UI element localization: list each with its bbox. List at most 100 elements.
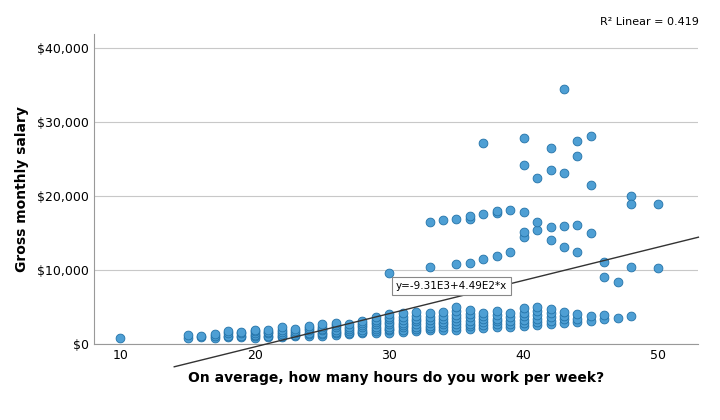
Point	[598, 274, 610, 281]
Point	[545, 224, 557, 231]
Point	[370, 319, 382, 326]
Point	[652, 265, 664, 272]
Point	[289, 330, 301, 337]
Point	[491, 324, 503, 331]
Point	[451, 326, 462, 333]
Point	[437, 324, 449, 331]
Point	[558, 244, 570, 251]
Point	[356, 322, 368, 328]
Point	[505, 206, 516, 213]
Point	[531, 319, 543, 326]
Point	[303, 331, 315, 337]
Point	[585, 313, 597, 320]
Point	[410, 312, 422, 319]
Point	[437, 321, 449, 328]
Point	[276, 328, 287, 335]
Point	[558, 316, 570, 323]
Point	[384, 314, 395, 320]
Point	[572, 315, 583, 322]
Point	[356, 328, 368, 335]
Point	[410, 308, 422, 315]
Point	[531, 219, 543, 226]
Point	[491, 209, 503, 216]
Point	[209, 333, 220, 340]
Point	[545, 167, 557, 174]
Point	[397, 328, 408, 335]
Point	[437, 308, 449, 315]
Point	[464, 320, 476, 327]
Point	[303, 327, 315, 334]
Point	[626, 200, 637, 207]
Point	[451, 323, 462, 330]
Point	[477, 313, 489, 320]
Point	[249, 331, 261, 338]
Point	[572, 319, 583, 326]
Point	[356, 330, 368, 337]
Point	[437, 217, 449, 223]
Point	[114, 335, 126, 342]
Point	[518, 305, 529, 312]
Point	[424, 314, 436, 320]
Point	[598, 316, 610, 323]
Point	[464, 314, 476, 320]
Point	[289, 333, 301, 340]
Point	[276, 333, 287, 340]
Point	[289, 326, 301, 332]
Point	[249, 333, 261, 340]
Point	[222, 332, 234, 339]
Point	[384, 316, 395, 323]
Point	[343, 321, 355, 328]
Point	[397, 317, 408, 323]
Point	[370, 314, 382, 320]
Point	[316, 332, 328, 339]
Point	[410, 326, 422, 332]
Point	[222, 333, 234, 340]
Point	[598, 312, 610, 318]
Point	[451, 312, 462, 318]
Point	[303, 329, 315, 336]
Point	[464, 323, 476, 329]
Point	[545, 145, 557, 152]
Point	[491, 321, 503, 328]
Point	[585, 133, 597, 140]
Point	[464, 216, 476, 223]
Point	[303, 325, 315, 331]
Point	[558, 86, 570, 92]
Point	[397, 314, 408, 320]
Point	[316, 331, 328, 337]
Point	[316, 323, 328, 330]
Point	[451, 315, 462, 321]
Point	[464, 311, 476, 318]
Point	[384, 323, 395, 330]
Point	[330, 320, 341, 326]
Point	[384, 329, 395, 336]
Point	[343, 326, 355, 332]
Point	[316, 329, 328, 336]
Point	[384, 327, 395, 334]
Point	[491, 252, 503, 259]
Point	[464, 260, 476, 266]
Point	[505, 323, 516, 330]
Point	[531, 322, 543, 328]
Point	[505, 249, 516, 255]
Point	[424, 219, 436, 226]
Point	[558, 170, 570, 177]
Point	[531, 315, 543, 322]
Point	[316, 321, 328, 328]
Point	[491, 318, 503, 325]
Point	[263, 332, 274, 339]
X-axis label: On average, how many hours do you work per week?: On average, how many hours do you work p…	[188, 370, 604, 385]
Point	[397, 310, 408, 317]
Point	[451, 321, 462, 328]
Point	[477, 256, 489, 262]
Point	[316, 326, 328, 332]
Point	[410, 320, 422, 327]
Point	[477, 319, 489, 326]
Point	[464, 306, 476, 313]
Point	[626, 313, 637, 320]
Point	[518, 320, 529, 326]
Point	[585, 318, 597, 324]
Point	[491, 312, 503, 318]
Point	[195, 332, 207, 339]
Point	[330, 330, 341, 337]
